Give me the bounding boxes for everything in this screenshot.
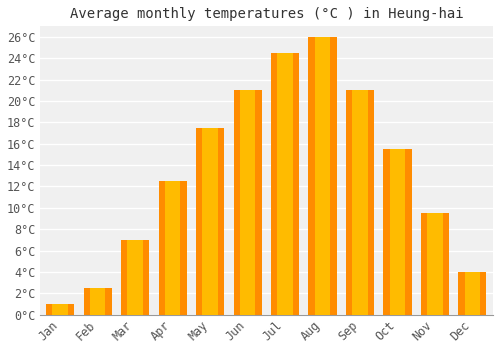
Bar [464,272,480,315]
Bar [308,37,336,315]
Bar [46,304,74,315]
Bar [165,181,180,315]
Bar [458,272,486,315]
Bar [158,181,186,315]
Bar [90,288,106,315]
Bar [421,213,449,315]
Bar [278,53,293,315]
Bar [202,128,218,315]
Bar [234,90,262,315]
Bar [128,240,143,315]
Bar [384,149,411,315]
Bar [240,90,256,315]
Bar [315,37,330,315]
Bar [271,53,299,315]
Bar [346,90,374,315]
Bar [427,213,442,315]
Bar [121,240,149,315]
Title: Average monthly temperatures (°C ) in Heung-hai: Average monthly temperatures (°C ) in He… [70,7,463,21]
Bar [352,90,368,315]
Bar [52,304,68,315]
Bar [84,288,112,315]
Bar [390,149,405,315]
Bar [196,128,224,315]
